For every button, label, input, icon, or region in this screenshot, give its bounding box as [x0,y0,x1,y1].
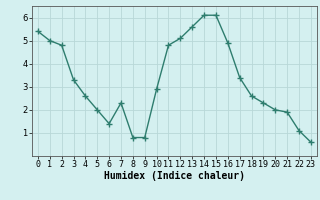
X-axis label: Humidex (Indice chaleur): Humidex (Indice chaleur) [104,171,245,181]
